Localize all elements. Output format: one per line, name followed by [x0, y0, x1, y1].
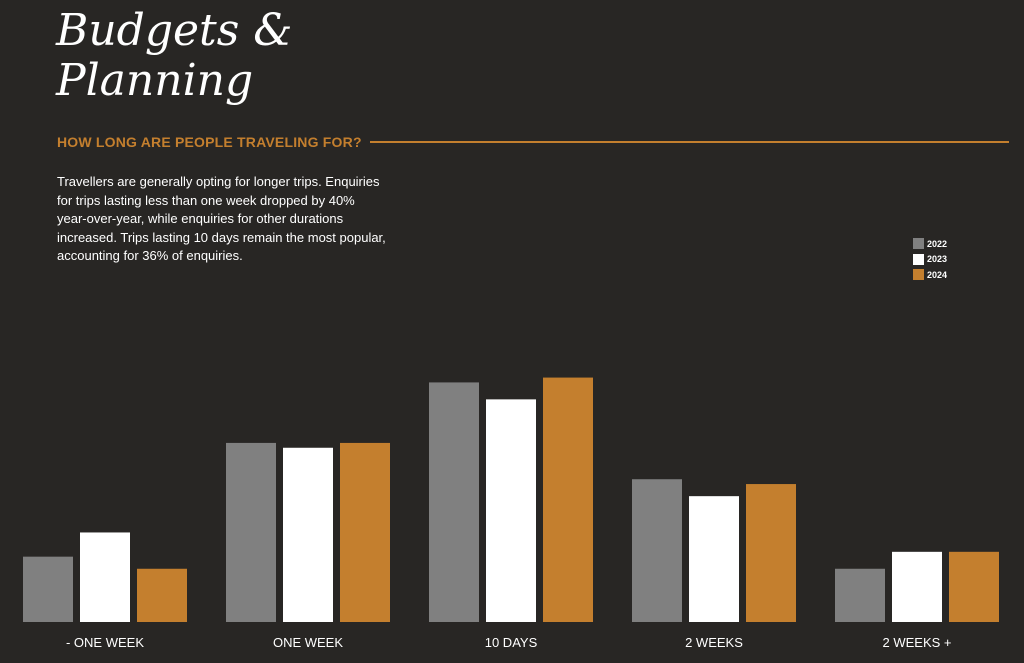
section-divider	[369, 141, 1009, 143]
x-tick-label-2-weeks: 2 WEEKS	[685, 635, 743, 650]
x-tick-label-2-weeks: 2 WEEKS +	[883, 635, 952, 650]
bar-one-week-2023	[283, 447, 333, 622]
bar-2-weeks-2024	[746, 484, 796, 622]
bar-10-days-2024	[543, 377, 593, 622]
chart-legend: 2022 2023 2024	[913, 236, 947, 283]
bar-2-weeks-2024	[949, 551, 999, 622]
bar-2-weeks-2022	[835, 568, 885, 622]
page-title: Budgets & Planning	[56, 6, 456, 106]
legend-label-2024: 2024	[927, 269, 948, 280]
bar-10-days-2022	[429, 382, 479, 622]
legend-swatch-2024	[913, 269, 924, 281]
legend-label-2022: 2022	[927, 238, 948, 249]
bar-one-week-2022	[23, 556, 73, 622]
bar-2-weeks-2023	[892, 551, 942, 622]
legend-swatch-2023	[913, 253, 924, 265]
bar-10-days-2023	[486, 399, 536, 622]
legend-item-2022: 2022	[913, 236, 947, 252]
bar-one-week-2023	[80, 532, 130, 622]
legend-item-2023: 2023	[913, 252, 947, 268]
bar-one-week-2022	[226, 442, 276, 622]
section-header: HOW LONG ARE PEOPLE TRAVELING FOR?	[57, 131, 1009, 153]
section-title: HOW LONG ARE PEOPLE TRAVELING FOR?	[57, 134, 362, 150]
page-title-line-2: Planning	[56, 55, 254, 106]
page-title-line-1: Budgets &	[56, 5, 293, 56]
chart-description: Travellers are generally opting for long…	[57, 174, 386, 263]
x-axis-labels: - ONE WEEK ONE WEEK 10 DAYS 2 WEEKS 2 WEEKS …	[66, 635, 952, 650]
x-tick-label-10-days: 10 DAYS	[485, 635, 538, 650]
legend-swatch-2022	[913, 238, 924, 250]
x-tick-label-one-week: ONE WEEK	[273, 635, 343, 650]
bars-group	[23, 377, 999, 622]
legend-item-2024: 2024	[913, 267, 947, 283]
bar-2-weeks-2022	[632, 479, 682, 622]
bar-one-week-2024	[340, 442, 390, 622]
bar-2-weeks-2023	[689, 496, 739, 622]
legend-label-2023: 2023	[927, 254, 948, 265]
x-tick-label-one-week: - ONE WEEK	[66, 635, 144, 650]
bar-one-week-2024	[137, 568, 187, 622]
